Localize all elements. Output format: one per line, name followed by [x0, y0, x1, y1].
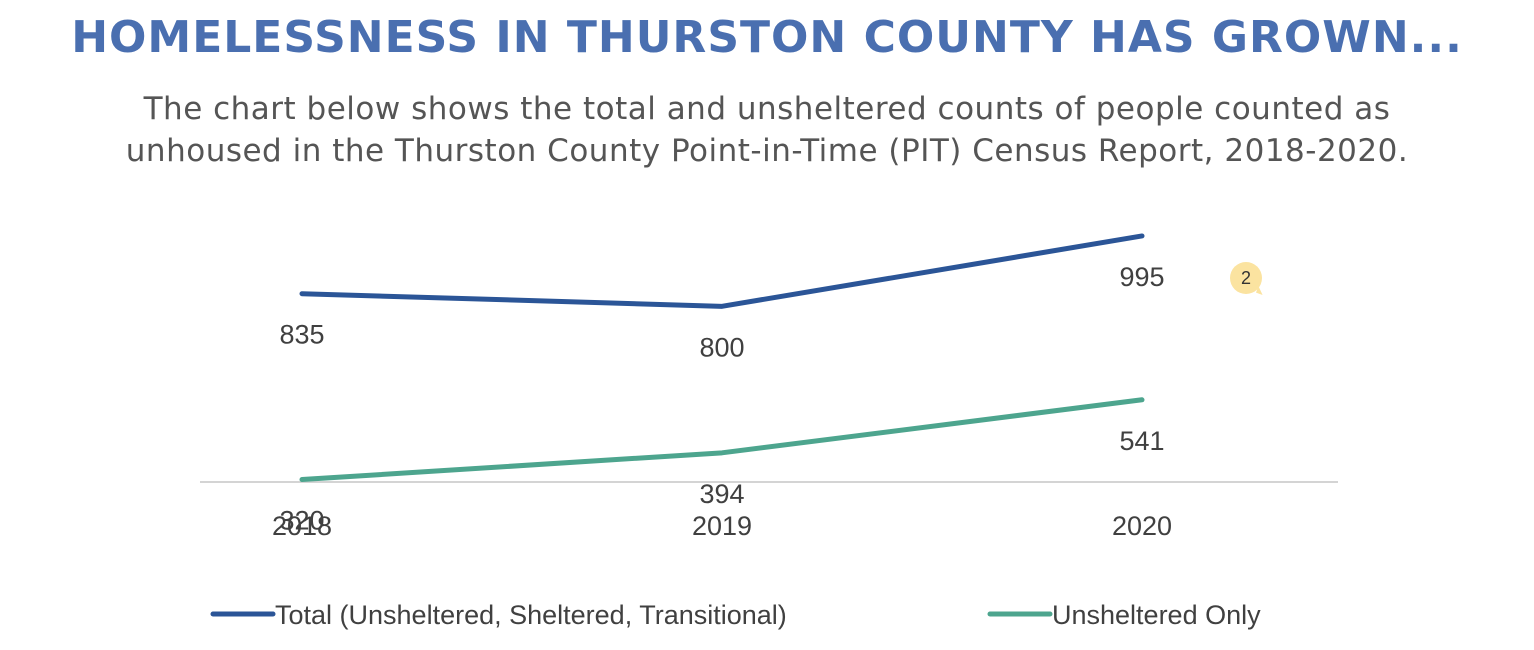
- subtitle-line-2: unhoused in the Thurston County Point-in…: [125, 133, 1409, 169]
- legend-label-1: Unsheltered Only: [1052, 600, 1261, 630]
- data-label-s0-0: 835: [279, 320, 324, 350]
- legend-label-0: Total (Unsheltered, Sheltered, Transitio…: [275, 600, 787, 630]
- x-tick-label-1: 2019: [692, 511, 752, 541]
- comment-badge[interactable]: 2: [1230, 262, 1262, 294]
- page-subtitle: The chart below shows the total and unsh…: [0, 88, 1534, 172]
- series-line-0: [299, 233, 1145, 309]
- data-labels: 835 800 995 320 394 541: [279, 262, 1164, 536]
- x-tick-label-2: 2020: [1112, 511, 1172, 541]
- legend: Total (Unsheltered, Sheltered, Transitio…: [210, 600, 1261, 630]
- subtitle-line-1: The chart below shows the total and unsh…: [143, 91, 1391, 127]
- data-label-s0-1: 800: [699, 332, 744, 362]
- x-tick-labels: 2018 2019 2020: [272, 511, 1172, 541]
- series-line-1: [299, 397, 1145, 483]
- series-lines: [299, 233, 1145, 483]
- data-label-s0-2: 995: [1119, 262, 1164, 292]
- data-label-s1-2: 541: [1119, 426, 1164, 456]
- data-label-s1-1: 394: [699, 479, 744, 509]
- page-title: HOMELESSNESS IN THURSTON COUNTY HAS GROW…: [71, 12, 1463, 63]
- data-label-s1-0: 320: [279, 506, 324, 536]
- x-tick-label-0: 2018: [272, 511, 332, 541]
